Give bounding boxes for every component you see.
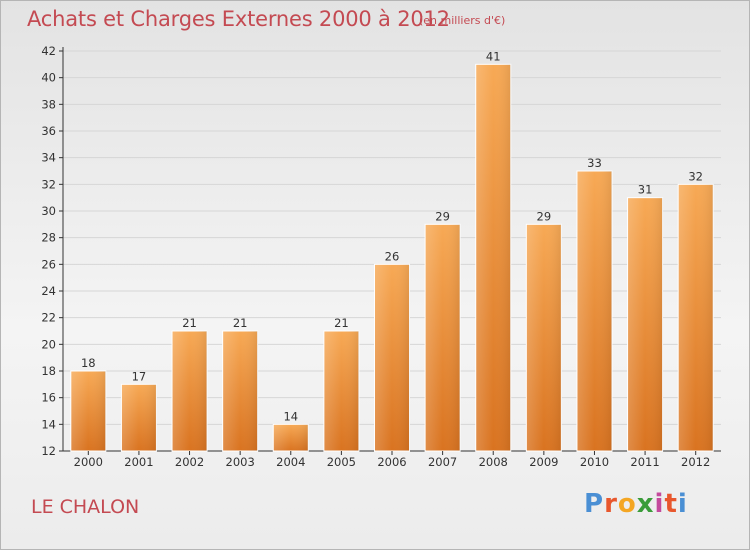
bar-shine [627, 197, 663, 451]
y-tick-label: 12 [41, 444, 56, 458]
proxiti-logo: Proxiti [584, 489, 688, 519]
bar-shine [121, 384, 157, 451]
x-tick-label: 2006 [377, 455, 406, 469]
bar-shine [475, 64, 511, 452]
data-label: 31 [638, 183, 653, 197]
y-tick-label: 22 [41, 311, 56, 325]
chart-subtitle: (en milliers d'€) [419, 14, 506, 27]
x-tick-label: 2000 [74, 455, 103, 469]
data-label: 21 [233, 316, 248, 330]
data-label: 41 [486, 49, 501, 63]
data-label: 21 [334, 316, 349, 330]
bar-shine [172, 331, 208, 451]
logo-letter: o [617, 489, 637, 519]
x-tick-label: 2011 [630, 455, 659, 469]
data-label: 21 [182, 316, 197, 330]
y-tick-label: 32 [41, 177, 56, 191]
y-tick-label: 24 [41, 284, 56, 298]
x-tick-label: 2005 [327, 455, 356, 469]
data-label: 33 [587, 156, 602, 170]
y-tick-label: 34 [41, 151, 56, 165]
y-tick-label: 18 [41, 364, 56, 378]
x-tick-label: 2009 [529, 455, 558, 469]
y-tick-label: 30 [41, 204, 56, 218]
data-label: 26 [385, 249, 400, 263]
bar-shine [323, 331, 359, 451]
logo-letter: t [664, 489, 678, 519]
x-tick-label: 2003 [226, 455, 255, 469]
y-tick-label: 40 [41, 71, 56, 85]
data-label: 32 [688, 169, 703, 183]
data-label: 29 [435, 209, 450, 223]
y-tick-label: 16 [41, 391, 56, 405]
y-tick-label: 36 [41, 124, 56, 138]
x-tick-label: 2004 [276, 455, 305, 469]
x-tick-label: 2012 [681, 455, 710, 469]
bar-shine [374, 264, 410, 451]
bar-shine [222, 331, 258, 451]
bar-shine [678, 184, 714, 452]
data-label: 29 [537, 209, 552, 223]
logo-letter: P [584, 489, 605, 519]
x-tick-label: 2008 [479, 455, 508, 469]
data-label: 14 [283, 409, 298, 423]
logo-letter: i [654, 489, 665, 519]
data-label: 17 [132, 369, 147, 383]
x-tick-label: 2007 [428, 455, 457, 469]
logo-letter: i [677, 489, 688, 519]
x-tick-label: 2002 [175, 455, 204, 469]
bar-shine [425, 224, 461, 451]
data-label: 18 [81, 356, 96, 370]
logo-letter: x [636, 489, 655, 519]
y-tick-label: 42 [41, 44, 56, 58]
y-tick-label: 38 [41, 97, 56, 111]
y-tick-label: 28 [41, 231, 56, 245]
x-tick-label: 2001 [124, 455, 153, 469]
bar-shine [576, 171, 612, 451]
logo-letter: r [604, 489, 618, 519]
bar-shine [273, 424, 309, 451]
y-tick-label: 14 [41, 417, 56, 431]
y-tick-label: 26 [41, 257, 56, 271]
x-tick-label: 2010 [580, 455, 609, 469]
location-label: LE CHALON [31, 496, 140, 518]
y-tick-label: 20 [41, 337, 56, 351]
bar-shine [70, 371, 106, 451]
bar-shine [526, 224, 562, 451]
chart-title: Achats et Charges Externes 2000 à 2012 [27, 7, 450, 31]
